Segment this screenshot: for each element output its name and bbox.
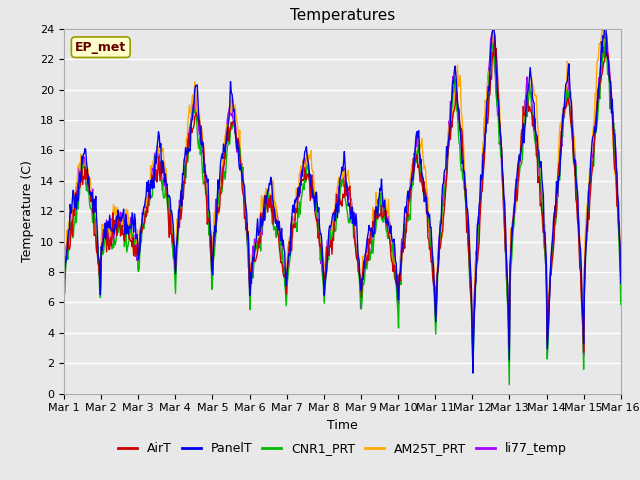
- PanelT: [214, 194, 221, 200]
- CNR1_PRT: [426, 241, 434, 247]
- AM25T_PRT: [214, 204, 221, 210]
- AirT: [60, 269, 68, 275]
- CNR1_PRT: [184, 158, 192, 164]
- PanelT: [617, 280, 625, 286]
- PanelT: [410, 164, 418, 170]
- li77_temp: [617, 283, 625, 288]
- AM25T_PRT: [60, 274, 68, 280]
- CNR1_PRT: [506, 382, 513, 387]
- Line: AM25T_PRT: AM25T_PRT: [64, 29, 621, 363]
- li77_temp: [426, 235, 434, 240]
- Line: CNR1_PRT: CNR1_PRT: [64, 39, 621, 384]
- AM25T_PRT: [70, 195, 78, 201]
- PanelT: [127, 222, 135, 228]
- CNR1_PRT: [127, 230, 135, 236]
- AirT: [491, 32, 499, 37]
- AM25T_PRT: [489, 26, 497, 32]
- li77_temp: [410, 151, 418, 156]
- li77_temp: [488, 29, 496, 35]
- CNR1_PRT: [617, 301, 625, 307]
- CNR1_PRT: [214, 205, 221, 211]
- AirT: [469, 353, 477, 359]
- AirT: [426, 244, 434, 250]
- AM25T_PRT: [410, 154, 418, 159]
- li77_temp: [214, 198, 221, 204]
- AirT: [70, 213, 78, 218]
- AM25T_PRT: [617, 276, 625, 282]
- li77_temp: [70, 205, 78, 211]
- AirT: [214, 204, 221, 210]
- CNR1_PRT: [70, 222, 78, 228]
- Line: PanelT: PanelT: [64, 29, 621, 373]
- AirT: [410, 168, 418, 174]
- AM25T_PRT: [184, 118, 192, 124]
- Line: li77_temp: li77_temp: [64, 32, 621, 356]
- AirT: [184, 146, 192, 152]
- CNR1_PRT: [410, 166, 418, 171]
- PanelT: [184, 145, 192, 151]
- PanelT: [70, 198, 78, 204]
- li77_temp: [127, 226, 135, 232]
- AirT: [127, 238, 135, 243]
- PanelT: [469, 370, 477, 376]
- Text: EP_met: EP_met: [75, 41, 126, 54]
- Line: AirT: AirT: [64, 35, 621, 356]
- li77_temp: [60, 296, 68, 301]
- li77_temp: [506, 353, 513, 359]
- Y-axis label: Temperature (C): Temperature (C): [22, 160, 35, 262]
- Title: Temperatures: Temperatures: [290, 9, 395, 24]
- PanelT: [60, 288, 68, 294]
- CNR1_PRT: [602, 36, 609, 42]
- PanelT: [426, 225, 434, 230]
- X-axis label: Time: Time: [327, 419, 358, 432]
- AM25T_PRT: [426, 231, 434, 237]
- AM25T_PRT: [469, 360, 477, 366]
- AirT: [617, 273, 625, 278]
- li77_temp: [184, 153, 192, 159]
- AM25T_PRT: [127, 231, 135, 237]
- PanelT: [489, 26, 497, 32]
- Legend: AirT, PanelT, CNR1_PRT, AM25T_PRT, li77_temp: AirT, PanelT, CNR1_PRT, AM25T_PRT, li77_…: [113, 437, 572, 460]
- CNR1_PRT: [60, 292, 68, 298]
